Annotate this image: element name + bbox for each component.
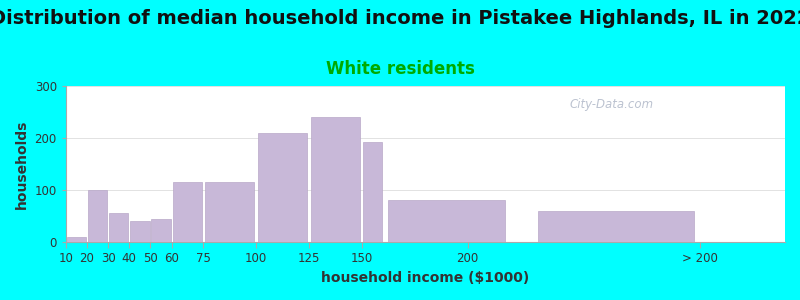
- Y-axis label: households: households: [15, 119, 29, 209]
- Text: City-Data.com: City-Data.com: [570, 98, 654, 112]
- Bar: [258, 133, 307, 242]
- Bar: [311, 117, 360, 242]
- Bar: [363, 142, 382, 242]
- Bar: [66, 237, 86, 242]
- Bar: [109, 213, 129, 242]
- Bar: [130, 221, 150, 242]
- Bar: [388, 200, 505, 242]
- Text: Distribution of median household income in Pistakee Highlands, IL in 2022: Distribution of median household income …: [0, 9, 800, 28]
- Text: White residents: White residents: [326, 60, 474, 78]
- Bar: [151, 219, 170, 242]
- Bar: [173, 182, 202, 242]
- Bar: [88, 190, 107, 242]
- X-axis label: household income ($1000): household income ($1000): [322, 271, 530, 285]
- Bar: [538, 211, 694, 242]
- Bar: [206, 182, 254, 242]
